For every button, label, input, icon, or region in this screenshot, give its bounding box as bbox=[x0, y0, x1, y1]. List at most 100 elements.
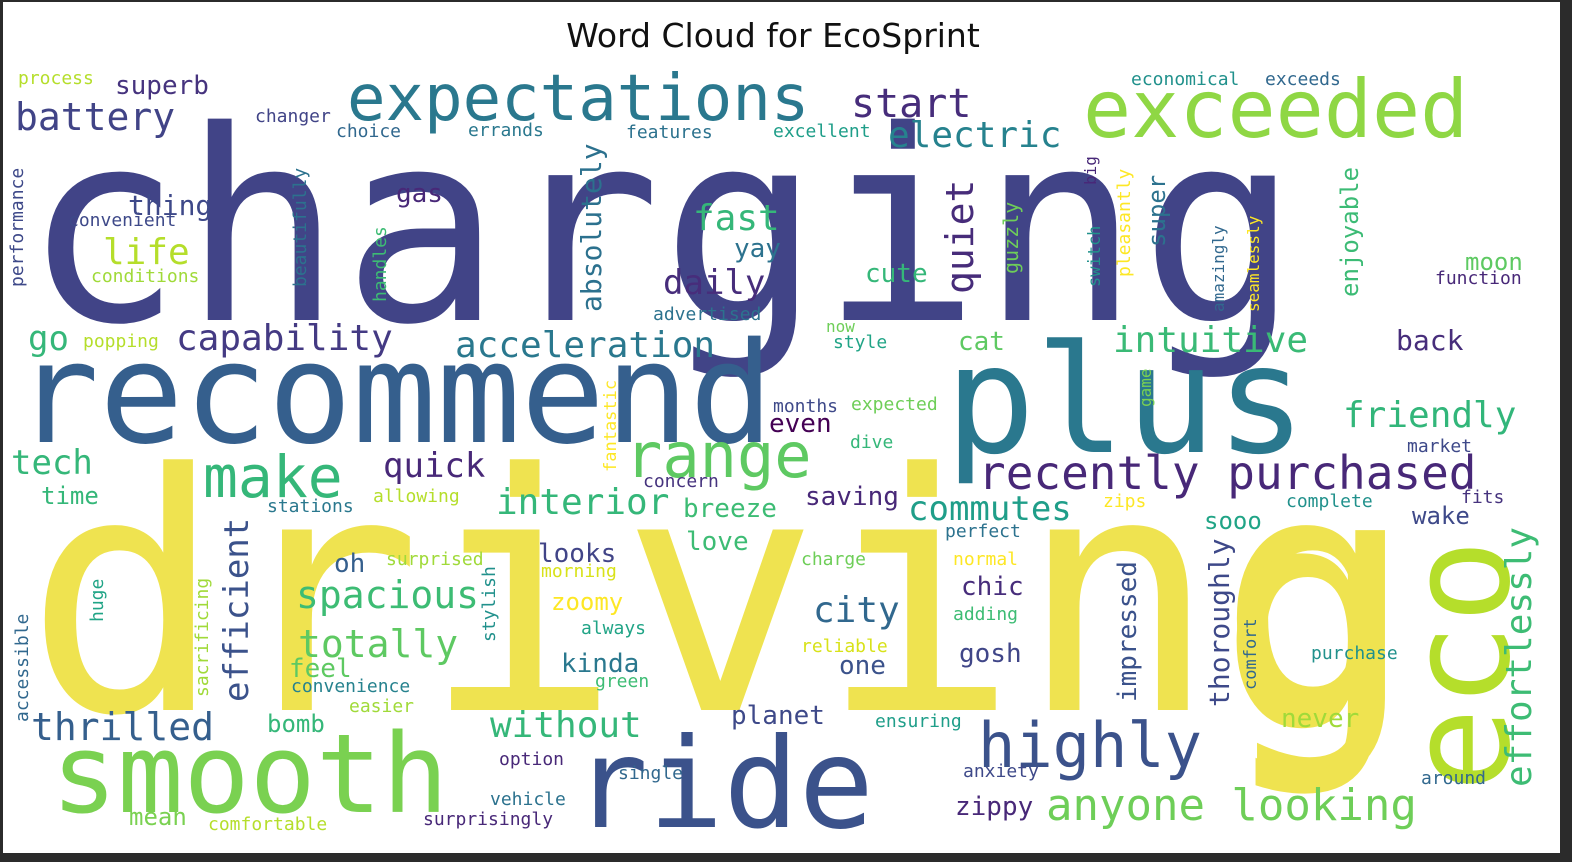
word-reliable: reliable bbox=[801, 636, 888, 657]
word-complete: complete bbox=[1286, 491, 1373, 512]
word-gas: gas bbox=[396, 179, 443, 209]
word-guzzly: guzzly bbox=[999, 202, 1023, 274]
word-switch: switch bbox=[1085, 226, 1105, 287]
word-without: without bbox=[490, 705, 642, 746]
word-driving: driving bbox=[25, 404, 1416, 788]
word-stylish: stylish bbox=[479, 566, 500, 642]
word-conditions: conditions bbox=[91, 266, 199, 287]
word-feel: feel bbox=[289, 654, 352, 684]
word-gosh: gosh bbox=[959, 639, 1022, 669]
word-chic: chic bbox=[961, 572, 1024, 602]
word-zips: zips bbox=[1103, 491, 1146, 512]
word-dive: dive bbox=[850, 432, 893, 453]
word-expectations: expectations bbox=[347, 62, 809, 136]
word-sooo: sooo bbox=[1204, 507, 1262, 535]
word-even: even bbox=[769, 409, 832, 439]
chart-title: Word Cloud for EcoSprint bbox=[566, 16, 980, 55]
word-smooth: smooth bbox=[51, 710, 448, 838]
word-moon: moon bbox=[1465, 248, 1523, 276]
word-months: months bbox=[773, 396, 838, 417]
word-green: green bbox=[595, 671, 649, 692]
word-always: always bbox=[581, 618, 646, 639]
word-interior: interior bbox=[496, 482, 669, 523]
word-seamlessly: seamlessly bbox=[1244, 215, 1263, 312]
word-charging: charging bbox=[23, 75, 1299, 383]
word-sacrificing: sacrificing bbox=[192, 578, 213, 697]
word-start: start bbox=[851, 81, 971, 127]
word-process: process bbox=[18, 68, 94, 89]
word-function: function bbox=[1435, 268, 1522, 289]
word-enjoyable: enjoyable bbox=[1336, 167, 1364, 297]
word-planet: planet bbox=[731, 701, 825, 731]
word-convenience: convenience bbox=[291, 676, 410, 697]
word-thing: thing bbox=[128, 189, 212, 222]
word-daily: daily bbox=[663, 263, 765, 303]
word-ensuring: ensuring bbox=[875, 711, 962, 732]
word-plus: plus bbox=[945, 314, 1306, 488]
word-now: now bbox=[826, 317, 855, 336]
word-accessible: accessible bbox=[12, 614, 33, 722]
word-surprised: surprised bbox=[386, 549, 484, 570]
word-impressed: impressed bbox=[1113, 561, 1143, 702]
word-anyone-looking: anyone looking bbox=[1046, 780, 1417, 831]
word-beautifully: beautifully bbox=[290, 168, 311, 287]
word-quick: quick bbox=[383, 446, 485, 486]
word-commutes: commutes bbox=[908, 489, 1072, 529]
word-fast: fast bbox=[693, 198, 780, 239]
word-anxiety: anxiety bbox=[963, 761, 1039, 782]
word-yay: yay bbox=[734, 234, 781, 264]
word-performance: performance bbox=[7, 168, 28, 287]
word-easier: easier bbox=[349, 696, 414, 717]
word-never: never bbox=[1281, 704, 1359, 734]
word-wake: wake bbox=[1412, 502, 1470, 530]
word-perfect: perfect bbox=[945, 521, 1021, 542]
word-city: city bbox=[813, 590, 900, 631]
word-around: around bbox=[1421, 768, 1486, 789]
word-oh: oh bbox=[334, 549, 365, 579]
wordcloud-panel: Word Cloud for EcoSprint charging driving… bbox=[3, 2, 1560, 853]
word-recently-purchased: recently purchased bbox=[978, 446, 1477, 500]
word-breeze: breeze bbox=[683, 494, 777, 524]
word-zippy: zippy bbox=[955, 792, 1033, 822]
word-comfortable: comfortable bbox=[208, 814, 327, 835]
word-cute: cute bbox=[865, 259, 928, 289]
word-popping: popping bbox=[83, 331, 159, 352]
word-market: market bbox=[1407, 436, 1472, 457]
word-spacious: spacious bbox=[296, 573, 479, 617]
word-mean: mean bbox=[129, 803, 187, 831]
word-absolutely: absolutely bbox=[575, 143, 608, 312]
word-excellent: excellent bbox=[773, 121, 871, 142]
word-exceeds: exceeds bbox=[1265, 69, 1341, 90]
word-time: time bbox=[41, 482, 99, 510]
word-tech: tech bbox=[11, 443, 93, 483]
word-fits: fits bbox=[1461, 487, 1504, 508]
word-looks: looks bbox=[538, 539, 616, 569]
word-kinda: kinda bbox=[561, 649, 639, 679]
word-style: style bbox=[833, 332, 887, 353]
word-expected: expected bbox=[851, 394, 938, 415]
word-effortlessly: effortlessly bbox=[1499, 527, 1540, 787]
word-stations: stations bbox=[267, 496, 354, 517]
word-pleasantly: pleasantly bbox=[1114, 168, 1135, 277]
word-advertised: advertised bbox=[653, 304, 761, 325]
word-battery: battery bbox=[15, 95, 175, 139]
word-fantastic: fantastic bbox=[601, 380, 621, 472]
word-features: features bbox=[626, 122, 713, 143]
word-exceeded: exceeded bbox=[1083, 63, 1468, 156]
word-game: game bbox=[1136, 368, 1155, 407]
word-surprisingly: surprisingly bbox=[423, 809, 553, 830]
word-huge: huge bbox=[87, 579, 108, 622]
word-superb: superb bbox=[115, 71, 209, 101]
word-range: range bbox=[625, 419, 812, 492]
word-concern: concern bbox=[643, 471, 719, 492]
word-friendly: friendly bbox=[1343, 395, 1516, 436]
word-single: single bbox=[618, 763, 683, 784]
word-amazingly: amazingly bbox=[1209, 225, 1228, 312]
word-big: big bbox=[1081, 156, 1100, 185]
word-highly: highly bbox=[978, 709, 1202, 782]
word-economical: economical bbox=[1131, 69, 1239, 90]
word-allowing: allowing bbox=[373, 486, 460, 507]
word-morning: morning bbox=[541, 561, 617, 582]
word-love: love bbox=[686, 527, 749, 557]
